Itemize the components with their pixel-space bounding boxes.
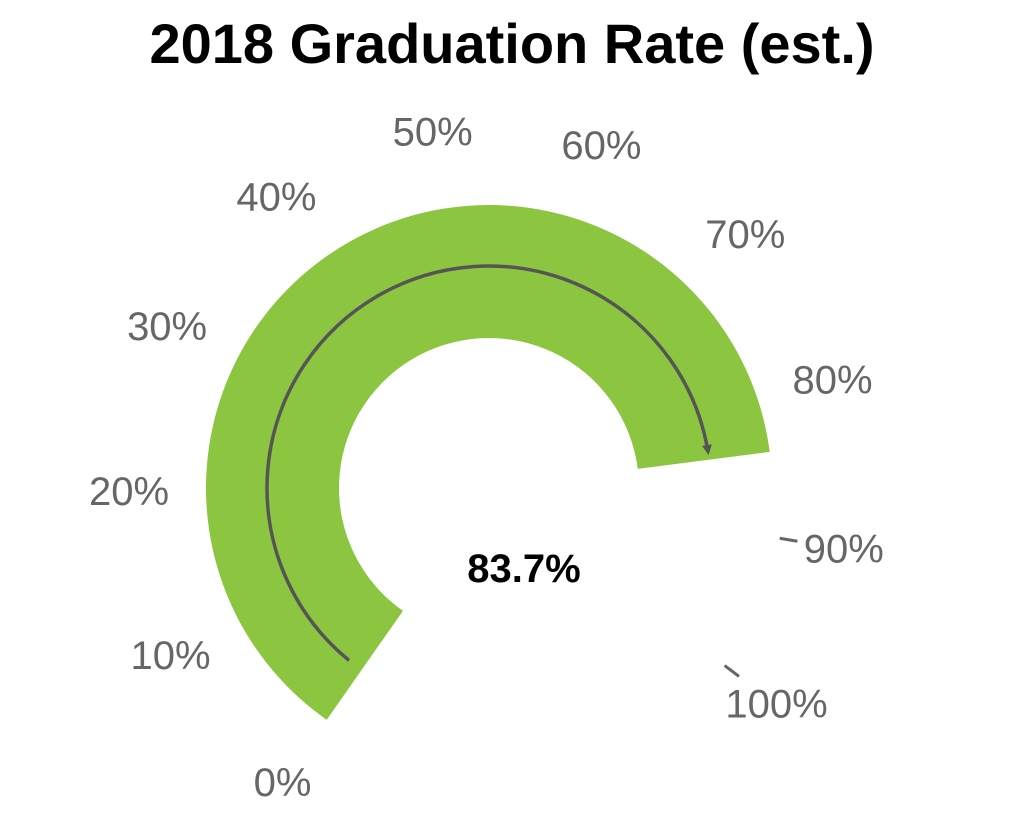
chart-title: 2018 Graduation Rate (est.) xyxy=(149,12,875,75)
gauge-tick-label: 60% xyxy=(561,124,641,168)
gauge-tick-label: 20% xyxy=(89,470,169,514)
gauge-tick-label: 0% xyxy=(254,761,312,805)
gauge-value-label: 83.7% xyxy=(467,547,580,591)
gauge-tick-label: 90% xyxy=(804,527,884,571)
gauge-tick-label: 40% xyxy=(236,175,316,219)
gauge-tick-label: 10% xyxy=(131,634,211,678)
gauge-progress-arrow xyxy=(265,264,712,662)
gauge-tick-label: 50% xyxy=(393,110,473,154)
gauge-tick-label: 30% xyxy=(127,305,207,349)
gauge-tick-label: 80% xyxy=(792,358,872,402)
gauge-tick-label: 70% xyxy=(705,213,785,257)
gauge-tick-label: 100% xyxy=(725,683,827,727)
gauge-tick-mark xyxy=(779,536,798,543)
gauge-value-band xyxy=(206,204,770,720)
gauge-tick-mark xyxy=(723,664,740,678)
